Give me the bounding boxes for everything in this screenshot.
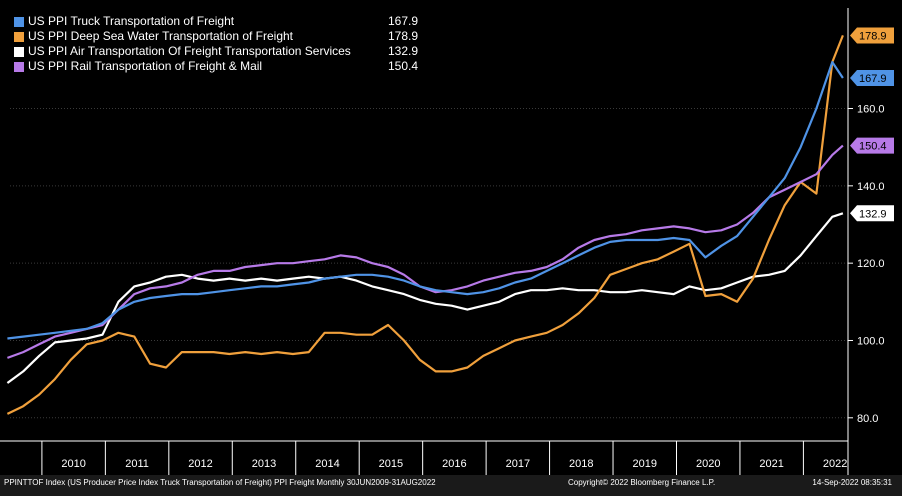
last-value-label: 132.9 — [859, 208, 887, 220]
legend-value: 132.9 — [387, 44, 418, 58]
last-value-tag — [850, 69, 894, 86]
footer-timestamp: 14-Sep-2022 08:35:31 — [812, 478, 892, 487]
x-tick-label: 2018 — [569, 458, 593, 470]
x-tick-label: 2013 — [252, 458, 276, 470]
last-value-label: 167.9 — [859, 73, 887, 85]
legend-label: US PPI Rail Transportation of Freight & … — [28, 59, 263, 73]
legend-label: US PPI Air Transportation Of Freight Tra… — [28, 44, 351, 58]
last-value-tags: 167.9 178.9 132.9 150.4 — [850, 27, 894, 222]
x-tick-label: 2014 — [315, 458, 339, 470]
x-axis: 2010 2011 2012 2013 2014 2015 2016 2017 2018 2019… — [0, 440, 848, 475]
footer-copyright: Copyright© 2022 Bloomberg Finance L.P. — [568, 478, 716, 487]
legend-item-truck[interactable]: US PPI Truck Transportation of Freight 1… — [14, 14, 418, 29]
legend-item-rail[interactable]: US PPI Rail Transportation of Freight & … — [14, 59, 418, 74]
legend-value: 150.4 — [387, 59, 418, 73]
footer-ticker-description: PPINTTOF Index (US Producer Price Index … — [4, 478, 436, 487]
legend-label: US PPI Truck Transportation of Freight — [28, 14, 235, 28]
x-tick-label: 2021 — [759, 458, 783, 470]
x-tick-label: 2010 — [61, 458, 85, 470]
legend-value: 167.9 — [387, 14, 418, 28]
series-line — [6, 212, 844, 384]
y-tick-label: 120.0 — [857, 258, 885, 270]
x-tick-label: 2011 — [125, 458, 149, 470]
legend-swatch-air — [14, 46, 24, 57]
legend-value: 178.9 — [387, 29, 418, 43]
y-tick-label: 100.0 — [857, 335, 885, 347]
legend-item-deep-sea[interactable]: US PPI Deep Sea Water Transportation of … — [14, 29, 418, 44]
last-value-tag — [850, 205, 894, 222]
last-value-label: 150.4 — [859, 141, 887, 153]
line-chart: 2010 2011 2012 2013 2014 2015 2016 2017 2018 2019… — [0, 8, 894, 475]
x-tick-label: 2016 — [442, 458, 466, 470]
legend-label: US PPI Deep Sea Water Transportation of … — [28, 29, 294, 43]
x-tick-label: 2019 — [633, 458, 657, 470]
y-axis: 80.0 100.0 120.0 140.0 160.0 — [847, 8, 885, 475]
series-line — [7, 144, 844, 359]
x-tick-label: 2015 — [379, 458, 403, 470]
x-tick-label: 2012 — [188, 458, 212, 470]
footer-bar: PPINTTOF Index (US Producer Price Index … — [0, 475, 902, 496]
x-tick-label: 2020 — [696, 458, 720, 470]
series-line — [6, 34, 844, 415]
legend-swatch-truck — [14, 16, 24, 27]
grid-lines — [10, 108, 848, 419]
last-value-tag — [850, 137, 894, 154]
x-tick-label: 2022 — [823, 458, 847, 470]
y-tick-label: 160.0 — [857, 104, 885, 116]
legend-swatch-deep-sea — [14, 31, 24, 42]
legend-item-air[interactable]: US PPI Air Transportation Of Freight Tra… — [14, 44, 418, 59]
legend: US PPI Truck Transportation of Freight 1… — [14, 14, 418, 74]
last-value-label: 178.9 — [859, 30, 887, 42]
x-tick-label: 2017 — [506, 458, 530, 470]
legend-swatch-rail — [14, 61, 24, 72]
y-tick-label: 80.0 — [857, 413, 878, 425]
series-line — [7, 60, 844, 340]
last-value-tag — [850, 27, 894, 44]
series-lines — [6, 34, 844, 415]
y-tick-label: 140.0 — [857, 181, 885, 193]
